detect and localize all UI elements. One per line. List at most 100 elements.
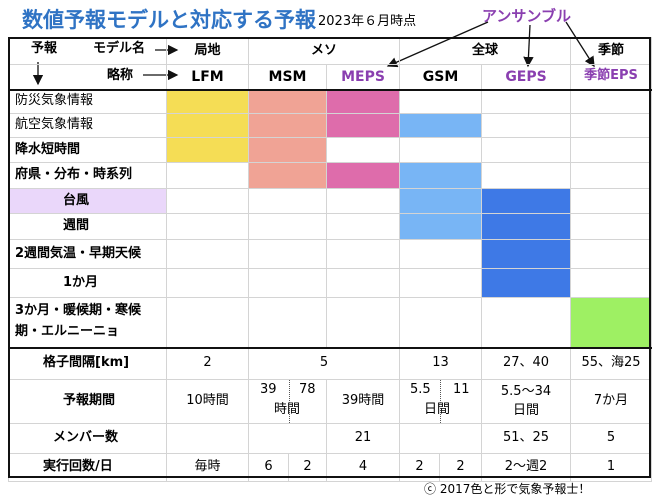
cell-fuken-msm: [248, 162, 327, 189]
members-msm: [248, 423, 327, 454]
forecast-threemonth-line2: 期・エルニーニョ: [15, 324, 120, 340]
forecast-kousui: 降水短時間: [8, 137, 167, 163]
header-row-groups: 予報 モデル名 局地 メソ 全球 季節: [8, 37, 653, 65]
cell-taifuu-geps: [481, 188, 572, 214]
cell-kousui-lfm: [166, 137, 249, 163]
cell-koukuu-gsm: [399, 113, 483, 138]
cell-fuken-lfm: [166, 162, 249, 189]
cell-shuukan-msm: [248, 213, 327, 240]
cell-twoweek-lfm: [166, 239, 249, 269]
period-meps: 39時間: [325, 379, 401, 424]
cell-koukuu-meps: [325, 113, 401, 138]
period-msm-a: 39: [260, 382, 277, 397]
cell-shuukan-gsm: [399, 213, 483, 240]
period-gsm-unit: 日間: [424, 402, 451, 417]
runs-meps: 4: [325, 453, 401, 482]
runs-msm-a: 6: [248, 453, 289, 482]
cell-twoweek-geps: [481, 239, 572, 269]
page-title: 数値予報モデルと対応する予報: [22, 8, 316, 32]
period-seps: 7か月: [570, 379, 653, 424]
ensemble-label: アンサンブル: [482, 7, 571, 25]
spec-runs-label: 実行回数/日: [8, 453, 167, 482]
cell-kousui-seps: [570, 137, 653, 163]
cell-threemonth-seps: [570, 297, 653, 348]
cell-fuken-gsm: [399, 162, 483, 189]
cell-threemonth-gsm: [399, 297, 483, 348]
cell-twoweek-msm: [248, 239, 327, 269]
cell-bousai-seps: [570, 89, 653, 114]
model-msm: MSM: [248, 64, 327, 91]
cell-onemonth-msm: [248, 268, 327, 298]
cell-twoweek-seps: [570, 239, 653, 269]
header-abbrev: 略称: [107, 68, 134, 83]
group-global: 全球: [399, 37, 572, 65]
period-gsm: 5.5 11 日間: [399, 379, 483, 424]
grid-meso: 5: [247, 346, 401, 380]
grid-geps: 27、40: [481, 346, 572, 380]
cell-fuken-meps: [325, 162, 401, 189]
row-kousui: 降水短時間: [8, 137, 653, 163]
row-fuken: 府県・分布・時系列: [8, 162, 653, 189]
forecast-taifuu: 台風: [8, 188, 167, 214]
cell-taifuu-meps: [325, 188, 401, 214]
cell-onemonth-meps: [325, 268, 401, 298]
model-gsm: GSM: [399, 64, 483, 91]
period-geps-a: 5.5〜34: [500, 383, 552, 399]
cell-twoweek-meps: [325, 239, 401, 269]
row-twoweek: 2週間気温・早期天候: [8, 239, 653, 269]
header-model-name: モデル名: [93, 41, 146, 56]
cell-kousui-geps: [481, 137, 572, 163]
header-corner-bottom: 略称: [8, 64, 167, 91]
cell-onemonth-lfm: [166, 268, 249, 298]
runs-gsm-a: 2: [399, 453, 441, 482]
members-lfm: [166, 423, 249, 454]
members-seps: 5: [570, 423, 653, 454]
row-onemonth: 1か月: [8, 268, 653, 298]
cell-threemonth-msm: [248, 297, 327, 348]
row-grid: 格子間隔[km] 2 5 13 27、40 55、海25: [8, 346, 653, 380]
runs-geps: 2〜週2: [481, 453, 572, 482]
header-forecast: 予報: [31, 41, 58, 56]
period-gsm-b: 11: [453, 382, 470, 397]
model-geps: GEPS: [481, 64, 572, 91]
cell-threemonth-geps: [481, 297, 572, 348]
cell-fuken-seps: [570, 162, 653, 189]
row-members: メンバー数 21 51、25 5: [8, 423, 653, 454]
forecast-threemonth-line1: 3か月・暖候期・寒候: [15, 303, 142, 319]
cell-onemonth-geps: [481, 268, 572, 298]
row-period: 予報期間 10時間 39 78 時間 39時間 5.5 11 日間 5.5〜34…: [8, 379, 653, 424]
forecast-koukuu: 航空気象情報: [8, 113, 167, 138]
cell-koukuu-msm: [248, 113, 327, 138]
cell-shuukan-geps: [481, 213, 572, 240]
forecast-threemonth: 3か月・暖候期・寒候 期・エルニーニョ: [8, 297, 167, 348]
cell-taifuu-seps: [570, 188, 653, 214]
period-geps: 5.5〜34 日間: [481, 379, 572, 424]
row-runs: 実行回数/日 毎時 6 2 4 2 2 2〜週2 1: [8, 453, 653, 482]
members-geps: 51、25: [481, 423, 572, 454]
members-gsm: [399, 423, 483, 454]
cell-onemonth-seps: [570, 268, 653, 298]
cell-bousai-meps: [325, 89, 401, 114]
row-shuukan: 週間: [8, 213, 653, 240]
cell-shuukan-seps: [570, 213, 653, 240]
forecast-onemonth: 1か月: [8, 268, 167, 298]
row-taifuu: 台風: [8, 188, 653, 214]
cell-taifuu-lfm: [166, 188, 249, 214]
members-meps: 21: [325, 423, 401, 454]
row-threemonth: 3か月・暖候期・寒候 期・エルニーニョ: [8, 297, 653, 348]
cell-twoweek-gsm: [399, 239, 483, 269]
cell-bousai-msm: [248, 89, 327, 114]
period-lfm: 10時間: [166, 379, 249, 424]
cell-shuukan-meps: [325, 213, 401, 240]
cell-threemonth-meps: [325, 297, 401, 348]
copyright-credit: ⓒ 2017色と形で気象予報士！: [424, 482, 591, 496]
cell-kousui-msm: [248, 137, 327, 163]
row-koukuu: 航空気象情報: [8, 113, 653, 138]
model-meps: MEPS: [325, 64, 401, 91]
period-msm-divider: [289, 380, 290, 423]
header-row-models: 略称 LFM MSM MEPS GSM GEPS 季節EPS: [8, 64, 653, 91]
cell-bousai-gsm: [399, 89, 483, 114]
cell-kousui-meps: [325, 137, 401, 163]
cell-threemonth-lfm: [166, 297, 249, 348]
grid-lfm: 2: [166, 346, 249, 380]
